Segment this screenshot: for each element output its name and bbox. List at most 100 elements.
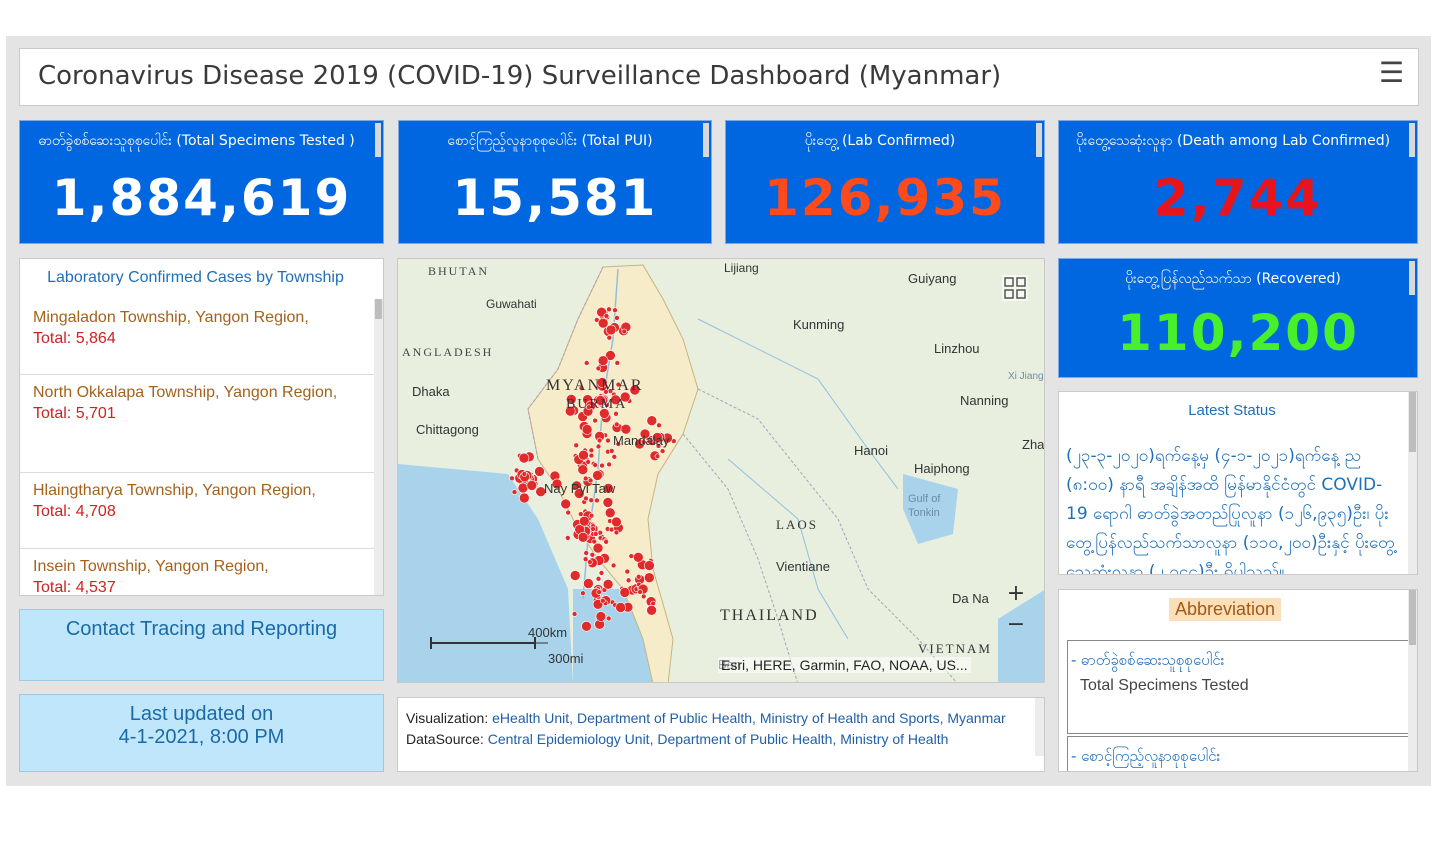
case-marker[interactable] bbox=[577, 531, 589, 543]
case-marker[interactable] bbox=[655, 443, 662, 449]
case-marker[interactable] bbox=[611, 516, 622, 528]
case-marker[interactable] bbox=[603, 313, 610, 319]
viz-link[interactable]: eHealth Unit, Department of Public Healt… bbox=[492, 710, 1006, 726]
case-marker[interactable] bbox=[581, 620, 592, 632]
case-marker[interactable] bbox=[640, 593, 647, 600]
case-marker[interactable] bbox=[615, 441, 622, 447]
case-marker[interactable] bbox=[605, 350, 616, 361]
list-scrollbar[interactable] bbox=[374, 299, 383, 595]
case-marker[interactable] bbox=[598, 570, 605, 576]
case-marker[interactable] bbox=[600, 597, 606, 604]
credits-scrollbar[interactable] bbox=[1035, 698, 1044, 756]
case-marker[interactable] bbox=[588, 497, 594, 503]
case-marker[interactable] bbox=[621, 328, 628, 335]
case-marker[interactable] bbox=[611, 454, 618, 460]
case-marker[interactable] bbox=[629, 384, 641, 396]
case-marker[interactable] bbox=[639, 428, 651, 440]
case-marker[interactable] bbox=[582, 475, 589, 482]
case-marker[interactable] bbox=[596, 377, 608, 388]
hamburger-menu-icon[interactable]: ☰ bbox=[1378, 56, 1404, 89]
case-marker[interactable] bbox=[585, 459, 591, 465]
case-marker[interactable] bbox=[583, 550, 589, 556]
case-marker[interactable] bbox=[526, 480, 538, 491]
case-markers[interactable] bbox=[509, 306, 677, 632]
case-marker[interactable] bbox=[534, 466, 545, 477]
case-marker[interactable] bbox=[602, 578, 614, 590]
case-marker[interactable] bbox=[603, 538, 609, 545]
case-marker[interactable] bbox=[518, 452, 530, 464]
case-marker[interactable] bbox=[535, 486, 546, 497]
case-marker[interactable] bbox=[595, 575, 602, 582]
case-marker[interactable] bbox=[620, 423, 632, 435]
latest-status-scrollbar[interactable] bbox=[1408, 392, 1417, 574]
case-marker[interactable] bbox=[640, 439, 647, 445]
case-marker[interactable] bbox=[587, 477, 594, 484]
case-marker[interactable] bbox=[583, 578, 594, 589]
case-marker[interactable] bbox=[604, 507, 616, 519]
case-marker[interactable] bbox=[619, 391, 631, 403]
case-marker[interactable] bbox=[612, 307, 618, 314]
scrollbar[interactable] bbox=[1409, 261, 1415, 295]
case-marker[interactable] bbox=[599, 408, 610, 419]
plus-icon[interactable]: + bbox=[1006, 581, 1026, 606]
case-marker[interactable] bbox=[646, 604, 657, 616]
case-marker[interactable] bbox=[579, 515, 590, 527]
case-marker[interactable] bbox=[583, 360, 590, 366]
list-item[interactable]: North Okkalapa Township, Yangon Region, … bbox=[20, 375, 376, 473]
case-marker[interactable] bbox=[588, 452, 595, 459]
case-marker[interactable] bbox=[588, 512, 595, 519]
case-marker[interactable] bbox=[605, 437, 611, 444]
case-marker[interactable] bbox=[605, 324, 617, 336]
case-marker[interactable] bbox=[566, 394, 577, 405]
case-marker[interactable] bbox=[644, 560, 655, 571]
case-marker[interactable] bbox=[615, 381, 622, 388]
case-marker[interactable] bbox=[619, 587, 631, 598]
case-marker[interactable] bbox=[519, 492, 530, 504]
case-marker[interactable] bbox=[565, 509, 571, 516]
list-item[interactable]: Mingaladon Township, Yangon Region, Tota… bbox=[20, 305, 376, 375]
case-marker[interactable] bbox=[613, 411, 619, 417]
case-marker[interactable] bbox=[646, 415, 658, 426]
case-marker[interactable] bbox=[592, 531, 599, 537]
case-marker[interactable] bbox=[614, 315, 620, 321]
case-marker[interactable] bbox=[517, 482, 529, 494]
case-marker[interactable] bbox=[592, 462, 598, 468]
case-marker[interactable] bbox=[588, 447, 595, 454]
case-marker[interactable] bbox=[580, 590, 586, 597]
case-marker[interactable] bbox=[565, 405, 576, 417]
case-marker[interactable] bbox=[654, 453, 661, 460]
case-marker[interactable] bbox=[592, 470, 603, 481]
case-marker[interactable] bbox=[610, 562, 617, 569]
case-marker[interactable] bbox=[596, 437, 603, 444]
list-item[interactable]: Insein Township, Yangon Region, Total: 4… bbox=[20, 549, 376, 595]
case-marker[interactable] bbox=[577, 464, 589, 475]
case-marker[interactable] bbox=[594, 497, 600, 504]
case-marker[interactable] bbox=[603, 389, 609, 395]
case-marker[interactable] bbox=[595, 395, 606, 406]
scrollbar-thumb[interactable] bbox=[375, 299, 382, 319]
case-marker[interactable] bbox=[590, 526, 596, 532]
case-marker[interactable] bbox=[578, 449, 589, 461]
case-marker[interactable] bbox=[652, 432, 663, 443]
case-marker[interactable] bbox=[596, 589, 602, 595]
contact-tracing-button[interactable]: Contact Tracing and Reporting bbox=[19, 609, 384, 681]
case-marker[interactable] bbox=[603, 483, 614, 494]
case-marker[interactable] bbox=[581, 424, 593, 435]
qr-code-icon[interactable] bbox=[1002, 275, 1028, 301]
case-marker[interactable] bbox=[615, 602, 626, 613]
scrollbar[interactable] bbox=[703, 123, 709, 157]
case-marker[interactable] bbox=[582, 556, 589, 563]
case-marker[interactable] bbox=[511, 489, 518, 495]
case-marker[interactable] bbox=[633, 551, 644, 563]
case-marker[interactable] bbox=[573, 442, 579, 449]
case-marker[interactable] bbox=[624, 568, 631, 575]
case-marker[interactable] bbox=[608, 448, 615, 454]
case-marker[interactable] bbox=[578, 385, 585, 391]
case-marker[interactable] bbox=[637, 589, 643, 595]
map-view[interactable]: BHUTAN Guwahati ANGLADESH Dhaka Chittagong MY… bbox=[397, 258, 1045, 683]
case-marker[interactable] bbox=[587, 559, 593, 565]
case-marker[interactable] bbox=[635, 573, 642, 580]
case-marker[interactable] bbox=[613, 421, 620, 428]
case-marker[interactable] bbox=[602, 497, 614, 508]
list-item[interactable]: Hlaingtharya Township, Yangon Region, To… bbox=[20, 473, 376, 549]
